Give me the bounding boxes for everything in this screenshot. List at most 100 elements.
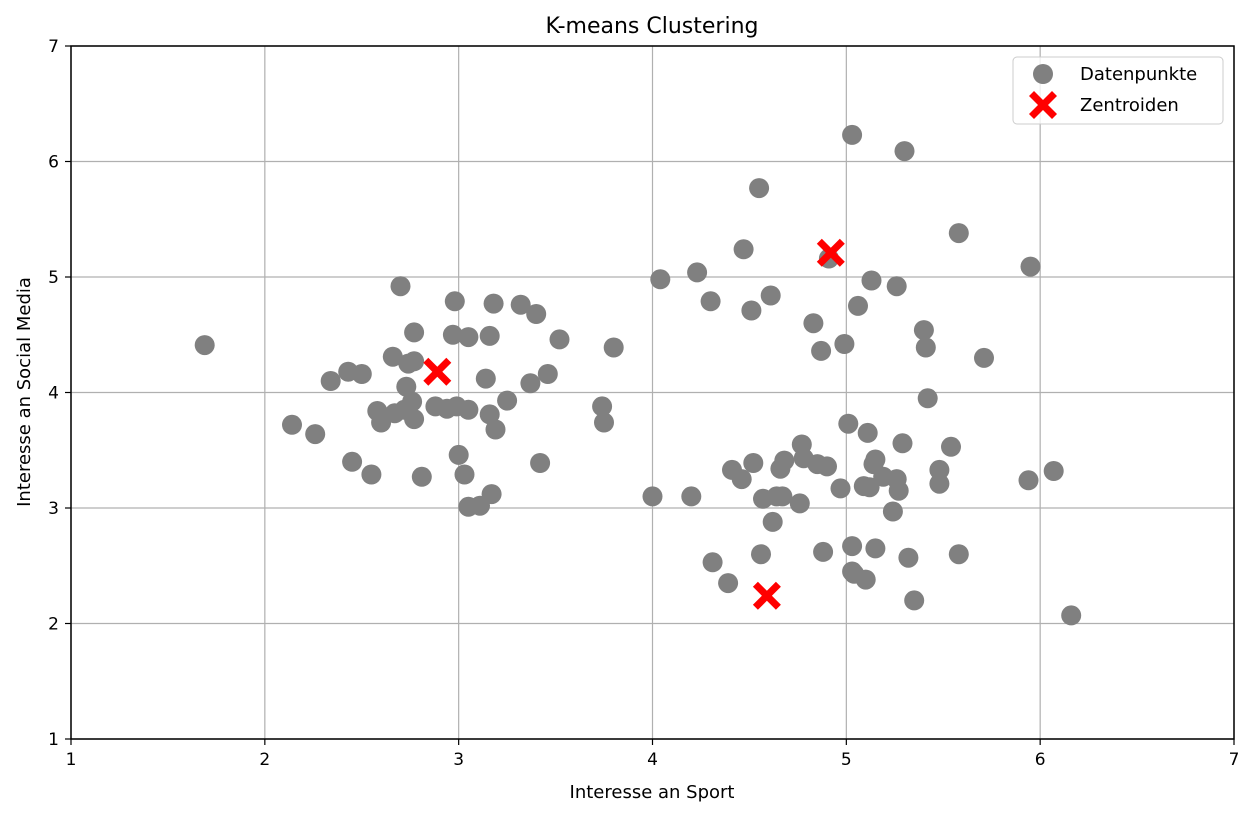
legend-marker-datenpunkte	[1033, 64, 1053, 84]
data-point	[915, 337, 936, 358]
data-point	[479, 404, 500, 425]
x-tick-label: 5	[841, 750, 852, 770]
data-point	[361, 464, 382, 485]
data-point	[1061, 605, 1082, 626]
legend-label-datenpunkte: Datenpunkte	[1080, 64, 1197, 85]
data-point	[772, 486, 793, 507]
data-point	[382, 346, 403, 367]
data-point	[948, 544, 969, 565]
data-point	[390, 276, 411, 297]
data-point	[681, 486, 702, 507]
data-point	[817, 456, 837, 477]
data-point	[913, 320, 934, 341]
data-point	[702, 552, 723, 573]
data-point	[882, 501, 903, 522]
data-point	[941, 436, 961, 457]
chart-title: K-means Clustering	[545, 14, 758, 39]
data-point	[481, 484, 502, 505]
data-point	[530, 453, 551, 473]
data-point	[842, 536, 863, 557]
data-point	[404, 351, 425, 372]
data-point	[974, 347, 994, 368]
data-point	[404, 409, 425, 430]
data-point	[351, 364, 372, 384]
data-point	[865, 538, 886, 559]
x-axis-label: Interesse an Sport	[570, 782, 735, 803]
y-tick-label: 1	[48, 730, 59, 750]
data-point	[320, 371, 341, 391]
y-tick-label: 6	[48, 153, 59, 173]
data-point	[904, 590, 925, 611]
y-tick-label: 4	[48, 384, 59, 404]
data-point	[886, 276, 907, 297]
data-point	[402, 391, 423, 412]
legend-label-zentroiden: Zentroiden	[1080, 95, 1179, 116]
data-point	[526, 304, 547, 324]
data-point	[803, 313, 824, 334]
x-tick-label: 6	[1035, 750, 1046, 770]
data-point	[549, 329, 570, 350]
data-points	[194, 124, 1082, 626]
data-point	[811, 340, 832, 361]
data-point	[448, 444, 469, 465]
data-point	[838, 413, 859, 434]
centroid-marker	[752, 581, 781, 610]
data-point	[1043, 461, 1064, 481]
data-point	[594, 412, 614, 433]
centroid-marker	[423, 357, 452, 386]
x-tick-label: 7	[1229, 750, 1240, 770]
data-point	[520, 373, 541, 394]
data-point	[749, 178, 770, 199]
data-point	[411, 466, 432, 487]
data-point	[892, 433, 913, 454]
data-point	[1020, 256, 1041, 277]
data-point	[458, 327, 479, 348]
y-tick-label: 3	[48, 499, 59, 519]
data-point	[458, 399, 479, 420]
data-point	[898, 547, 919, 568]
data-point	[483, 293, 504, 314]
y-tick-label: 5	[48, 268, 59, 288]
data-point	[718, 573, 739, 594]
y-axis-label: Interesse an Social Media	[14, 277, 35, 507]
data-point	[857, 422, 878, 443]
data-point	[842, 124, 863, 145]
data-point	[830, 478, 851, 499]
data-point	[475, 368, 496, 389]
data-point	[603, 337, 624, 358]
y-tick-label: 7	[48, 37, 59, 57]
data-point	[592, 396, 613, 417]
data-point	[454, 464, 475, 485]
data-point	[479, 325, 500, 346]
data-point	[834, 334, 855, 354]
data-point	[396, 376, 417, 397]
data-point	[1018, 470, 1039, 491]
data-point	[650, 269, 671, 290]
data-point	[948, 223, 969, 244]
data-point	[342, 451, 363, 472]
data-point	[733, 239, 754, 260]
data-point	[865, 449, 886, 470]
data-point	[194, 335, 215, 356]
y-axis-ticks: 1 2 3 4 5 6 7	[48, 37, 71, 750]
centroid-marker	[816, 238, 845, 267]
data-point	[848, 295, 868, 316]
data-point	[751, 544, 771, 565]
data-point	[929, 459, 950, 480]
data-point	[282, 414, 302, 435]
x-tick-label: 1	[66, 750, 77, 770]
data-point	[762, 511, 783, 532]
data-point	[305, 424, 326, 445]
data-point	[642, 486, 663, 507]
data-point	[442, 324, 463, 345]
x-tick-label: 4	[647, 750, 658, 770]
legend: Datenpunkte Zentroiden	[1012, 56, 1224, 125]
data-point	[687, 262, 708, 283]
data-point	[741, 300, 762, 321]
y-tick-label: 2	[48, 615, 59, 635]
data-point	[813, 541, 834, 562]
data-point	[855, 569, 876, 590]
centroid-markers	[423, 238, 845, 610]
x-tick-label: 3	[453, 750, 464, 770]
